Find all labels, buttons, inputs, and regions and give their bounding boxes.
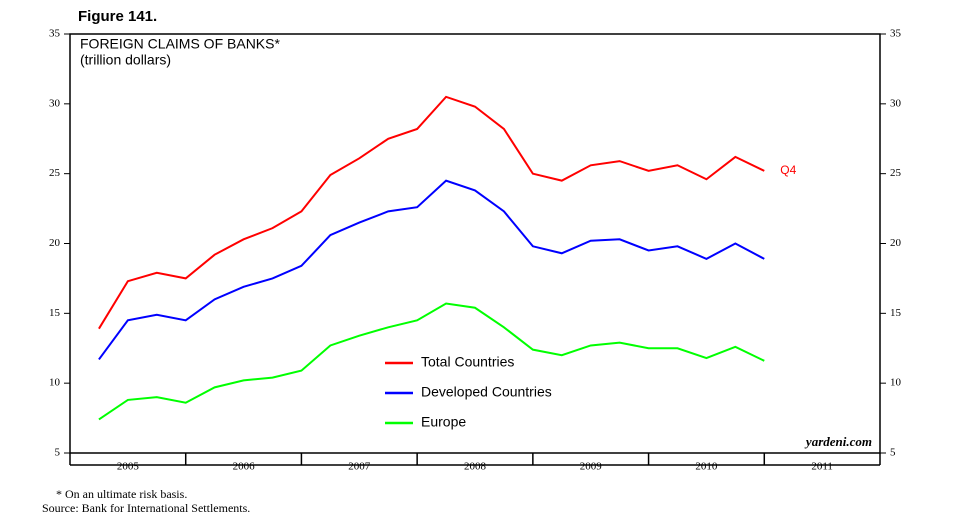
legend-label: Total Countries: [421, 354, 514, 370]
y2-tick-label: 20: [890, 237, 902, 249]
x-tick-label: 2010: [695, 461, 718, 473]
y-tick-label: 25: [49, 167, 61, 179]
y2-tick-label: 30: [890, 97, 902, 109]
annotation: Q4: [780, 163, 796, 177]
y2-tick-label: 10: [890, 377, 902, 389]
x-tick-label: 2006: [233, 461, 256, 473]
y2-tick-label: 5: [890, 447, 896, 459]
x-tick-label: 2007: [348, 461, 371, 473]
y2-tick-label: 35: [890, 28, 902, 40]
y2-tick-label: 25: [890, 167, 902, 179]
y-tick-label: 20: [49, 237, 61, 249]
chart-title: FOREIGN CLAIMS OF BANKS*: [80, 36, 280, 52]
y2-tick-label: 15: [890, 307, 902, 319]
legend-label: Europe: [421, 414, 466, 430]
x-tick-label: 2011: [811, 461, 833, 473]
series-line: [98, 302, 765, 421]
y-tick-label: 15: [49, 307, 61, 319]
y-tick-label: 5: [55, 447, 61, 459]
series-line: [98, 179, 765, 361]
chart-subtitle: (trillion dollars): [80, 52, 171, 68]
legend-label: Developed Countries: [421, 384, 552, 400]
x-tick-label: 2008: [464, 461, 487, 473]
y-tick-label: 10: [49, 377, 61, 389]
figure-label: Figure 141.: [78, 8, 157, 25]
x-tick-label: 2005: [117, 461, 140, 473]
y-tick-label: 30: [49, 97, 61, 109]
x-tick-label: 2009: [580, 461, 603, 473]
source: Source: Bank for International Settlemen…: [42, 501, 250, 515]
y-tick-label: 35: [49, 28, 61, 40]
watermark: yardeni.com: [804, 434, 872, 449]
series-line: [98, 95, 765, 330]
footnote: * On an ultimate risk basis.: [56, 487, 187, 501]
